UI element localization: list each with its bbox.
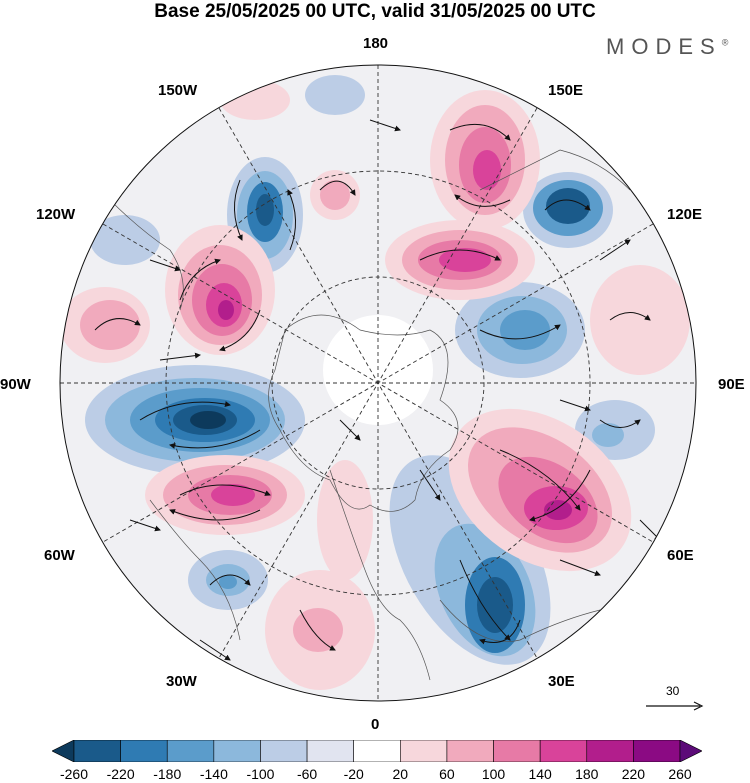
colorbar-bin <box>586 740 634 762</box>
lon-label-150e: 150E <box>548 82 584 99</box>
colorbar-tick-label: -260 <box>59 766 89 782</box>
lat-lon-grid <box>60 65 696 701</box>
colorbar-tick-label: 180 <box>575 766 599 782</box>
colorbar-extend-high <box>679 740 702 762</box>
lon-label-60w: 60W <box>44 547 75 564</box>
land-outline <box>109 149 631 681</box>
colorbar-tick-label: 60 <box>439 766 455 782</box>
colorbar-tick-label: -180 <box>153 766 182 782</box>
lon-label-90w: 90W <box>0 376 31 393</box>
lon-label-180: 180 <box>363 35 389 52</box>
colorbar-tick-label: -60 <box>296 766 318 782</box>
colorbar-extend-low <box>52 740 75 762</box>
reference-vector-arrow <box>646 701 704 711</box>
colorbar-bin <box>120 740 168 762</box>
colorbar-bin <box>353 740 401 762</box>
colorbar-tick-label: -140 <box>199 766 228 782</box>
colorbar-bin <box>400 740 448 762</box>
anomaly-high-greenland <box>317 460 373 580</box>
reference-vector-value: 30 <box>666 684 680 698</box>
colorbar-tick-label: 140 <box>528 766 552 782</box>
colorbar-bin <box>539 740 588 762</box>
colorbar-bin <box>166 740 215 762</box>
colorbar-bin <box>73 740 121 762</box>
map-boundary <box>59 64 697 702</box>
lon-label-90e: 90E <box>718 376 745 393</box>
lon-label-30e: 30E <box>548 673 575 690</box>
colorbar-tick-label: 100 <box>481 766 506 782</box>
colorbar-bin <box>306 740 354 762</box>
lon-label-150w: 150W <box>158 82 198 99</box>
anomaly-field <box>60 75 690 690</box>
colorbar-bin <box>260 740 308 762</box>
colorbar-bin <box>446 740 494 762</box>
lon-label-120w: 120W <box>36 206 76 223</box>
colorbar-tick-label: -20 <box>343 766 364 782</box>
lon-label-0: 0 <box>371 716 380 733</box>
wind-vectors <box>94 119 661 661</box>
colorbar-tick-label: 20 <box>392 766 409 782</box>
colorbar-tick-label: -100 <box>246 766 275 782</box>
lon-label-60e: 60E <box>667 547 694 564</box>
colorbar-bin <box>493 740 541 762</box>
colorbar-tick-label: 260 <box>668 766 692 782</box>
lon-label-120e: 120E <box>667 206 703 223</box>
map-title: Base 25/05/2025 00 UTC, valid 31/05/2025… <box>154 1 596 22</box>
colorbar-bin <box>633 740 681 762</box>
lon-label-30w: 30W <box>166 673 197 690</box>
colorbar <box>52 740 702 762</box>
colorbar-tick-label: -220 <box>106 766 135 782</box>
brand-logo: MODES® <box>606 34 729 59</box>
colorbar-bin <box>213 740 261 762</box>
colorbar-tick-label: 220 <box>621 766 646 782</box>
